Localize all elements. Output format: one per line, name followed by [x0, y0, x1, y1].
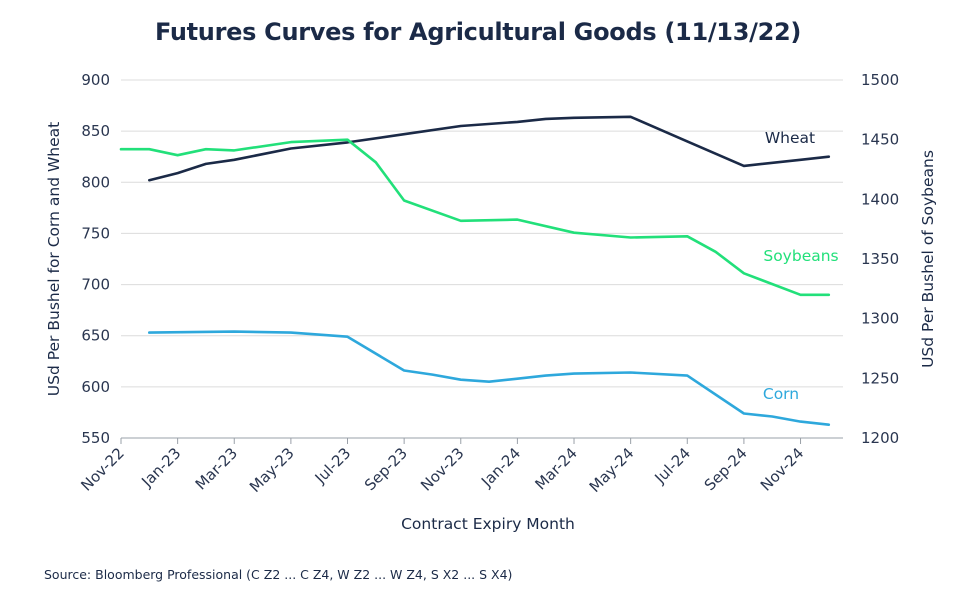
left-y-tick-label: 850: [81, 122, 110, 140]
x-tick-label: Nov-24: [757, 444, 807, 494]
left-y-tick-label: 550: [81, 429, 110, 447]
x-tick-label: Mar-23: [192, 444, 241, 493]
x-tick-label: Sep-23: [361, 444, 411, 494]
source-note: Source: Bloomberg Professional (C Z2 ...…: [44, 567, 513, 582]
x-tick-label: Nov-23: [417, 444, 467, 494]
x-axis-label: Contract Expiry Month: [401, 515, 575, 533]
left-y-axis-label: USd Per Bushel for Corn and Wheat: [45, 122, 63, 396]
x-tick-label: Jan-23: [137, 444, 184, 491]
soybeans-line: [119, 138, 831, 297]
x-tick-label: Mar-24: [531, 444, 580, 493]
right-y-tick-label: 1300: [861, 310, 899, 328]
left-y-axis: 550 600 650 700 750 800 850 900: [81, 71, 110, 447]
right-y-tick-label: 1400: [861, 190, 899, 208]
series-labels: Wheat Soybeans Corn: [763, 129, 839, 403]
right-y-axis: 1200 1250 1300 1350 1400 1450 1500: [861, 71, 899, 447]
right-y-tick-label: 1500: [861, 71, 899, 89]
right-y-tick-label: 1250: [861, 369, 899, 387]
soybeans-series-label: Soybeans: [763, 247, 838, 265]
x-tick-label: Sep-24: [701, 444, 751, 494]
corn-series-label: Corn: [763, 385, 799, 403]
x-tick-label: Jul-24: [651, 444, 695, 488]
corn-line: [148, 330, 831, 427]
wheat-series-label: Wheat: [765, 129, 815, 147]
gridlines: [121, 79, 843, 439]
x-tick-label: Nov-22: [77, 444, 127, 494]
right-y-tick-label: 1450: [861, 131, 899, 149]
x-tick-label: Jan-24: [477, 444, 524, 491]
left-y-tick-label: 600: [81, 378, 110, 396]
right-y-tick-label: 1200: [861, 429, 899, 447]
left-y-tick-label: 900: [81, 71, 110, 89]
left-y-tick-label: 800: [81, 173, 110, 191]
x-tick-label: May-24: [586, 444, 638, 496]
x-tick-label: May-23: [246, 444, 298, 496]
left-y-tick-label: 750: [81, 224, 110, 242]
wheat-line: [148, 115, 831, 182]
right-y-tick-label: 1350: [861, 250, 899, 268]
series-lines: [119, 115, 831, 427]
chart-title: Futures Curves for Agricultural Goods (1…: [154, 18, 802, 46]
x-tick-label: Jul-23: [311, 444, 355, 488]
left-y-tick-label: 650: [81, 327, 110, 345]
right-y-axis-label: USd Per Bushel of Soybeans: [919, 150, 937, 368]
x-axis: Nov-22 Jan-23 Mar-23 May-23 Jul-23 Sep-23 Nov-…: [77, 438, 807, 496]
left-y-tick-label: 700: [81, 276, 110, 294]
